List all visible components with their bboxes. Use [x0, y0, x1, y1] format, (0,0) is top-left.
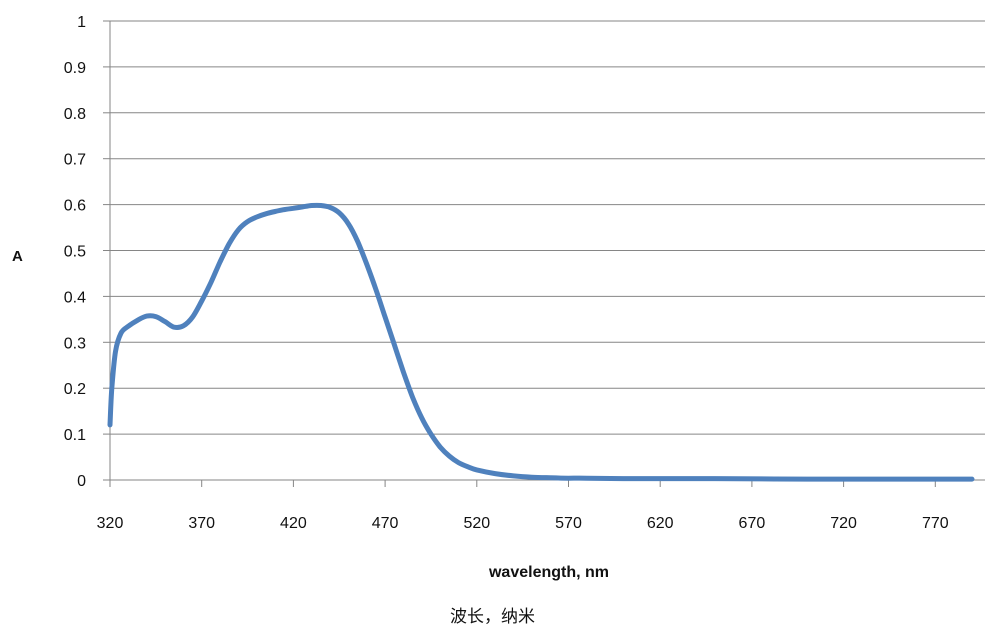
absorbance-chart: 0 0.1 0.2 0.3 0.4 0.5 0.6 0.7 0.8 0.9 1 320 370 420 4… [12, 14, 985, 581]
y-tick-label: 0.9 [64, 60, 86, 77]
y-tick-label: 0.8 [64, 106, 86, 123]
chart-caption: 波长，纳米 [450, 607, 535, 627]
y-tick-label: 0.5 [64, 244, 86, 261]
x-tick-label: 620 [647, 515, 674, 532]
x-axis-label: wavelength, nm [488, 564, 609, 581]
x-tick-label: 470 [372, 515, 399, 532]
x-tick-label: 720 [830, 515, 857, 532]
gridlines [103, 20, 985, 481]
y-tick-label: 1 [77, 14, 86, 31]
axes [109, 21, 985, 487]
y-tick-label: 0.1 [64, 427, 86, 444]
y-tick-label: 0.4 [64, 289, 86, 306]
y-axis-label: A [12, 248, 23, 265]
x-tick-label: 670 [739, 515, 766, 532]
y-tick-label: 0.2 [64, 381, 86, 398]
x-tick-label: 520 [463, 515, 490, 532]
absorbance-series-line [107, 202, 975, 482]
series-group [107, 202, 975, 482]
x-tick-label: 320 [97, 515, 124, 532]
y-tick-labels: 0 0.1 0.2 0.3 0.4 0.5 0.6 0.7 0.8 0.9 1 [64, 14, 86, 490]
y-tick-label: 0 [77, 473, 86, 490]
y-tick-label: 0.7 [64, 152, 86, 169]
x-tick-label: 420 [280, 515, 307, 532]
x-tick-label: 570 [555, 515, 582, 532]
y-tick-label: 0.3 [64, 335, 86, 352]
x-tick-label: 770 [922, 515, 949, 532]
y-tick-label: 0.6 [64, 198, 86, 215]
x-tick-labels: 320 370 420 470 520 570 620 670 720 770 [97, 515, 949, 532]
x-tick-label: 370 [188, 515, 215, 532]
